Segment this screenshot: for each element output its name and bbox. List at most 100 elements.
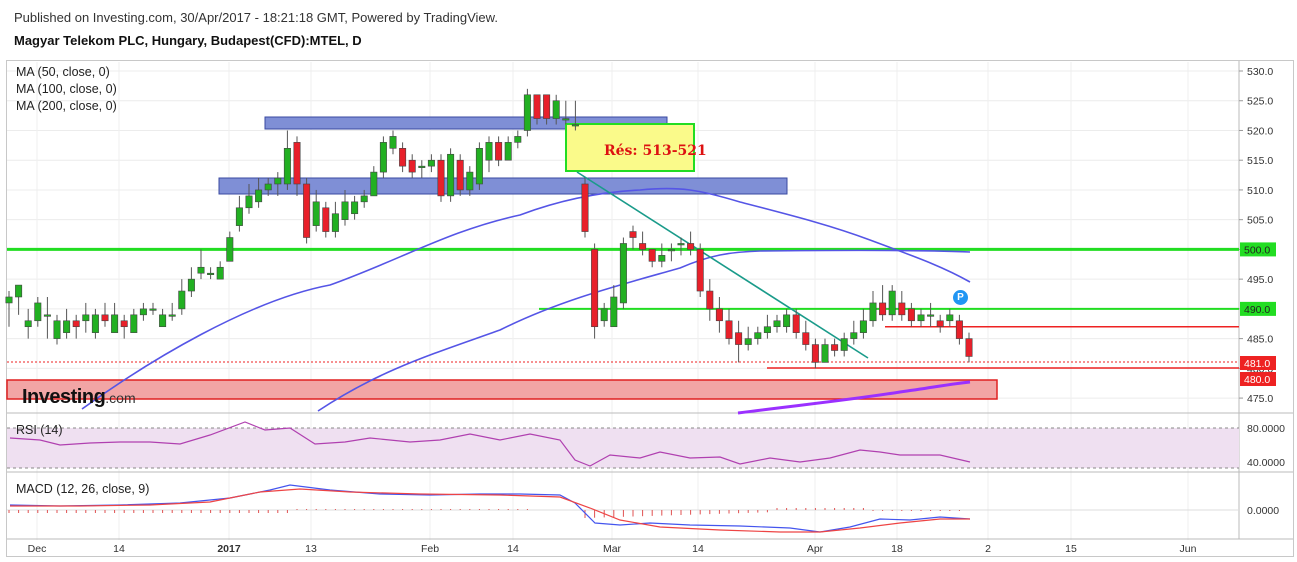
candle-body (475, 148, 483, 185)
candle-body (562, 118, 570, 121)
candle-body (274, 177, 282, 185)
candle-body (187, 278, 195, 292)
x-tick-label: Jun (1180, 543, 1197, 555)
candle-body (53, 320, 61, 339)
candle-body (965, 338, 973, 357)
candle-body (120, 320, 128, 328)
candle-body (149, 308, 157, 311)
candle-body (495, 142, 503, 161)
candle-body (235, 207, 243, 226)
candle-body (533, 94, 541, 119)
candle-body (917, 314, 925, 322)
candle-body (427, 159, 435, 167)
price-tick-label: 495.0 (1247, 274, 1273, 286)
annotation-box (565, 123, 695, 172)
candle-body (485, 142, 493, 161)
candle-body (456, 159, 464, 191)
chart-frame (6, 60, 1294, 557)
x-tick-label: 14 (113, 543, 125, 555)
candle-body (783, 314, 791, 328)
candle-body (831, 344, 839, 351)
candle-body (379, 142, 387, 173)
candle-body (197, 266, 205, 274)
candle-body (840, 338, 848, 351)
rsi-line (9, 421, 971, 467)
rsi-legend: RSI (14) (16, 423, 63, 437)
macd-signal-line (10, 488, 970, 533)
candle-body (763, 326, 771, 333)
candle-body (658, 255, 666, 262)
candle-body (879, 302, 887, 316)
candle-body (888, 290, 896, 316)
candle-body (283, 148, 291, 185)
candle-body (245, 195, 253, 209)
macd-tick-label: 0.0000 (1247, 505, 1279, 517)
candle-body (447, 153, 455, 197)
price-tick-label: 505.0 (1247, 215, 1273, 227)
p-badge-icon[interactable]: P (953, 290, 968, 305)
x-tick-label: Apr (807, 543, 824, 555)
candle-body (360, 195, 368, 203)
price-tick-label: 530.0 (1247, 66, 1273, 78)
candle-body (255, 189, 263, 203)
candle-body (82, 314, 90, 322)
candle-body (130, 314, 138, 333)
candle-body (139, 308, 147, 316)
candle-body (418, 165, 426, 168)
candle-body (619, 243, 627, 304)
price-tick-label: 515.0 (1247, 155, 1273, 167)
macd-line (9, 484, 971, 533)
trend-line (576, 171, 869, 359)
price-tick-label: 485.0 (1247, 334, 1273, 346)
x-tick-label: 14 (507, 543, 519, 555)
x-tick-label: 2 (985, 543, 991, 555)
legend-ma200: MA (200, close, 0) (16, 99, 117, 113)
candle-body (677, 243, 685, 246)
candle-body (370, 171, 378, 197)
candle-body (725, 320, 733, 339)
candle-body (504, 142, 512, 161)
candle-body (744, 338, 752, 345)
candle-body (264, 183, 272, 191)
candle-body (15, 284, 23, 298)
candle-body (34, 302, 42, 322)
candle-body (159, 314, 167, 328)
candle-body (706, 290, 714, 310)
ma50-line (81, 187, 971, 410)
candle-body (437, 159, 445, 197)
x-tick-label: 18 (891, 543, 903, 555)
candle-body (351, 201, 359, 215)
candle-body (168, 314, 176, 317)
candle-body (792, 314, 800, 333)
instrument-title: Magyar Telekom PLC, Hungary, Budapest(CF… (14, 33, 362, 48)
candle-body (571, 124, 579, 127)
published-note: Published on Investing.com, 30/Apr/2017 … (14, 10, 498, 25)
price-tick-label: 520.0 (1247, 125, 1273, 137)
x-tick-label: 14 (692, 543, 704, 555)
candle-body (811, 344, 819, 363)
candle-body (43, 314, 51, 317)
candle-body (408, 159, 416, 173)
x-tick-label: Dec (28, 543, 47, 555)
candle-body (936, 320, 944, 328)
tag-500-text: 500.0 (1244, 244, 1270, 256)
tag-481-text: 481.0 (1244, 358, 1270, 370)
candle-body (523, 94, 531, 131)
candle-body (696, 249, 704, 292)
rsi-band (7, 428, 1239, 468)
candle-body (754, 332, 762, 339)
candle-body (91, 314, 99, 333)
candle-body (543, 94, 551, 119)
candle-body (63, 320, 71, 333)
legend-ma50: MA (50, close, 0) (16, 65, 110, 79)
support-zone (6, 379, 998, 400)
tag-490 (1240, 301, 1276, 316)
candle-body (293, 142, 301, 185)
candle-body (907, 308, 915, 322)
candle-body (178, 290, 186, 310)
candle-body (629, 231, 637, 238)
candle-body (639, 243, 647, 250)
candle-body (667, 249, 675, 252)
candle-body (322, 207, 330, 232)
